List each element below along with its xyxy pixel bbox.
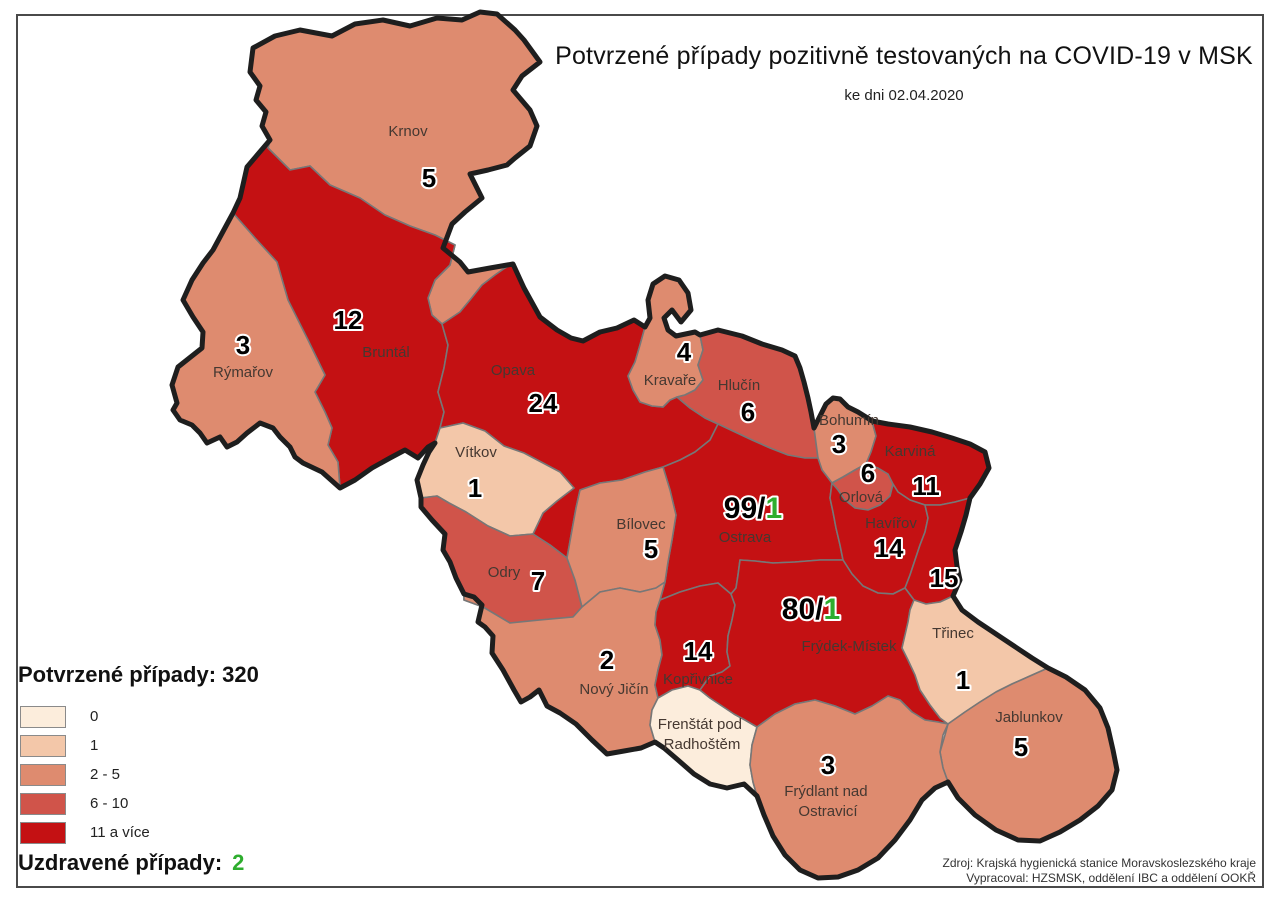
source-credit: Zdroj: Krajská hygienická stanice Moravs… xyxy=(943,856,1256,886)
district-value-rymarov: 3 xyxy=(236,330,250,360)
district-label-rymarov: Rýmařov xyxy=(213,364,274,381)
district-value-kravare: 4 xyxy=(677,337,692,367)
district-label-jablunkov: Jablunkov xyxy=(995,709,1063,726)
district-value-frydlant: 3 xyxy=(821,750,835,780)
district-label-vitkov: Vítkov xyxy=(455,444,497,461)
district-label-frydek-mistek: Frýdek-Místek xyxy=(801,638,897,655)
district-value-bilovec: 5 xyxy=(644,534,658,564)
district-label-trinec: Třinec xyxy=(932,625,974,642)
recovered-value: 2 xyxy=(232,850,245,875)
district-value-frydek-mistek: 80/1 xyxy=(782,593,840,626)
legend-label: 1 xyxy=(90,737,99,754)
page-subtitle: ke dni 02.04.2020 xyxy=(844,87,964,104)
district-value-havirov: 14 xyxy=(875,533,904,563)
source-line-1: Zdroj: Krajská hygienická stanice Moravs… xyxy=(942,856,1256,870)
legend-row: 1 xyxy=(18,731,318,760)
source-line-2: Vypracoval: HZSMSK, oddělení IBC a odděl… xyxy=(966,871,1256,885)
district-value-krnov: 5 xyxy=(422,163,436,193)
district-label-havirov: Havířov xyxy=(865,515,917,532)
legend-label: 0 xyxy=(90,708,99,725)
district-value-vitkov: 1 xyxy=(468,473,482,503)
legend-row: 2 - 5 xyxy=(18,760,318,789)
district-label-frenstat: Frenštát pod Radhoštěm xyxy=(658,716,746,753)
district-label-bohumin: Bohumín xyxy=(819,412,879,429)
district-value-odry: 7 xyxy=(531,566,545,596)
legend-row: 0 xyxy=(18,702,318,731)
legend-swatch-1 xyxy=(20,734,66,757)
legend-swatch-11plus xyxy=(20,821,66,844)
district-value-novy-jicin: 2 xyxy=(600,645,614,675)
district-label-bruntal: Bruntál xyxy=(362,344,410,361)
legend-swatch-6-10 xyxy=(20,792,66,815)
district-value-opava: 24 xyxy=(529,388,558,418)
district-label-frydlant: Frýdlant nad Ostravicí xyxy=(784,783,872,820)
region-outer-border xyxy=(169,9,1120,881)
district-label-odry: Odry xyxy=(488,564,521,581)
legend-title: Potvrzené případy: 320 xyxy=(18,662,259,687)
district-value-koprivnice: 14 xyxy=(684,636,713,666)
legend: Potvrzené případy: 320 0 1 2 - 5 6 - 10 … xyxy=(18,662,318,847)
district-label-kravare: Kravaře xyxy=(644,372,697,389)
district-label-krnov: Krnov xyxy=(388,123,428,140)
district-value-trinec: 1 xyxy=(956,665,970,695)
legend-rows: 0 1 2 - 5 6 - 10 11 a více xyxy=(18,702,318,847)
district-value-karvina: 11 xyxy=(912,471,940,501)
legend-row: 6 - 10 xyxy=(18,789,318,818)
district-value-orlova: 6 xyxy=(861,458,875,488)
legend-label: 11 a více xyxy=(90,824,150,841)
district-label-karvina: Karviná xyxy=(885,443,937,460)
district-label-bilovec: Bílovec xyxy=(616,516,666,533)
district-value-cesky-tesin: 15 xyxy=(930,563,959,593)
legend-label: 2 - 5 xyxy=(90,766,121,783)
recovered-label: Uzdravené případy: xyxy=(18,850,223,875)
district-label-orlova: Orlová xyxy=(839,489,884,506)
district-value-ostrava: 99/1 xyxy=(724,492,782,525)
district-value-hlucin: 6 xyxy=(741,397,755,427)
district-label-koprivnice: Kopřivnice xyxy=(663,671,733,688)
map-frame-border xyxy=(16,14,1264,888)
district-label-hlucin: Hlučín xyxy=(718,377,761,394)
page-title: Potvrzené případy pozitivně testovaných … xyxy=(555,42,1253,70)
recovered-cases-line: Uzdravené případy: 2 xyxy=(18,850,244,876)
district-value-jablunkov: 5 xyxy=(1014,732,1028,762)
legend-row: 11 a více xyxy=(18,818,318,847)
district-value-bohumin: 3 xyxy=(832,429,846,459)
legend-swatch-0 xyxy=(20,705,66,728)
district-label-novy-jicin: Nový Jičín xyxy=(579,681,648,698)
legend-swatch-2-5 xyxy=(20,763,66,786)
district-label-opava: Opava xyxy=(491,362,536,379)
district-label-ostrava: Ostrava xyxy=(719,529,772,546)
legend-label: 6 - 10 xyxy=(90,795,129,812)
district-value-bruntal: 12 xyxy=(334,305,363,335)
